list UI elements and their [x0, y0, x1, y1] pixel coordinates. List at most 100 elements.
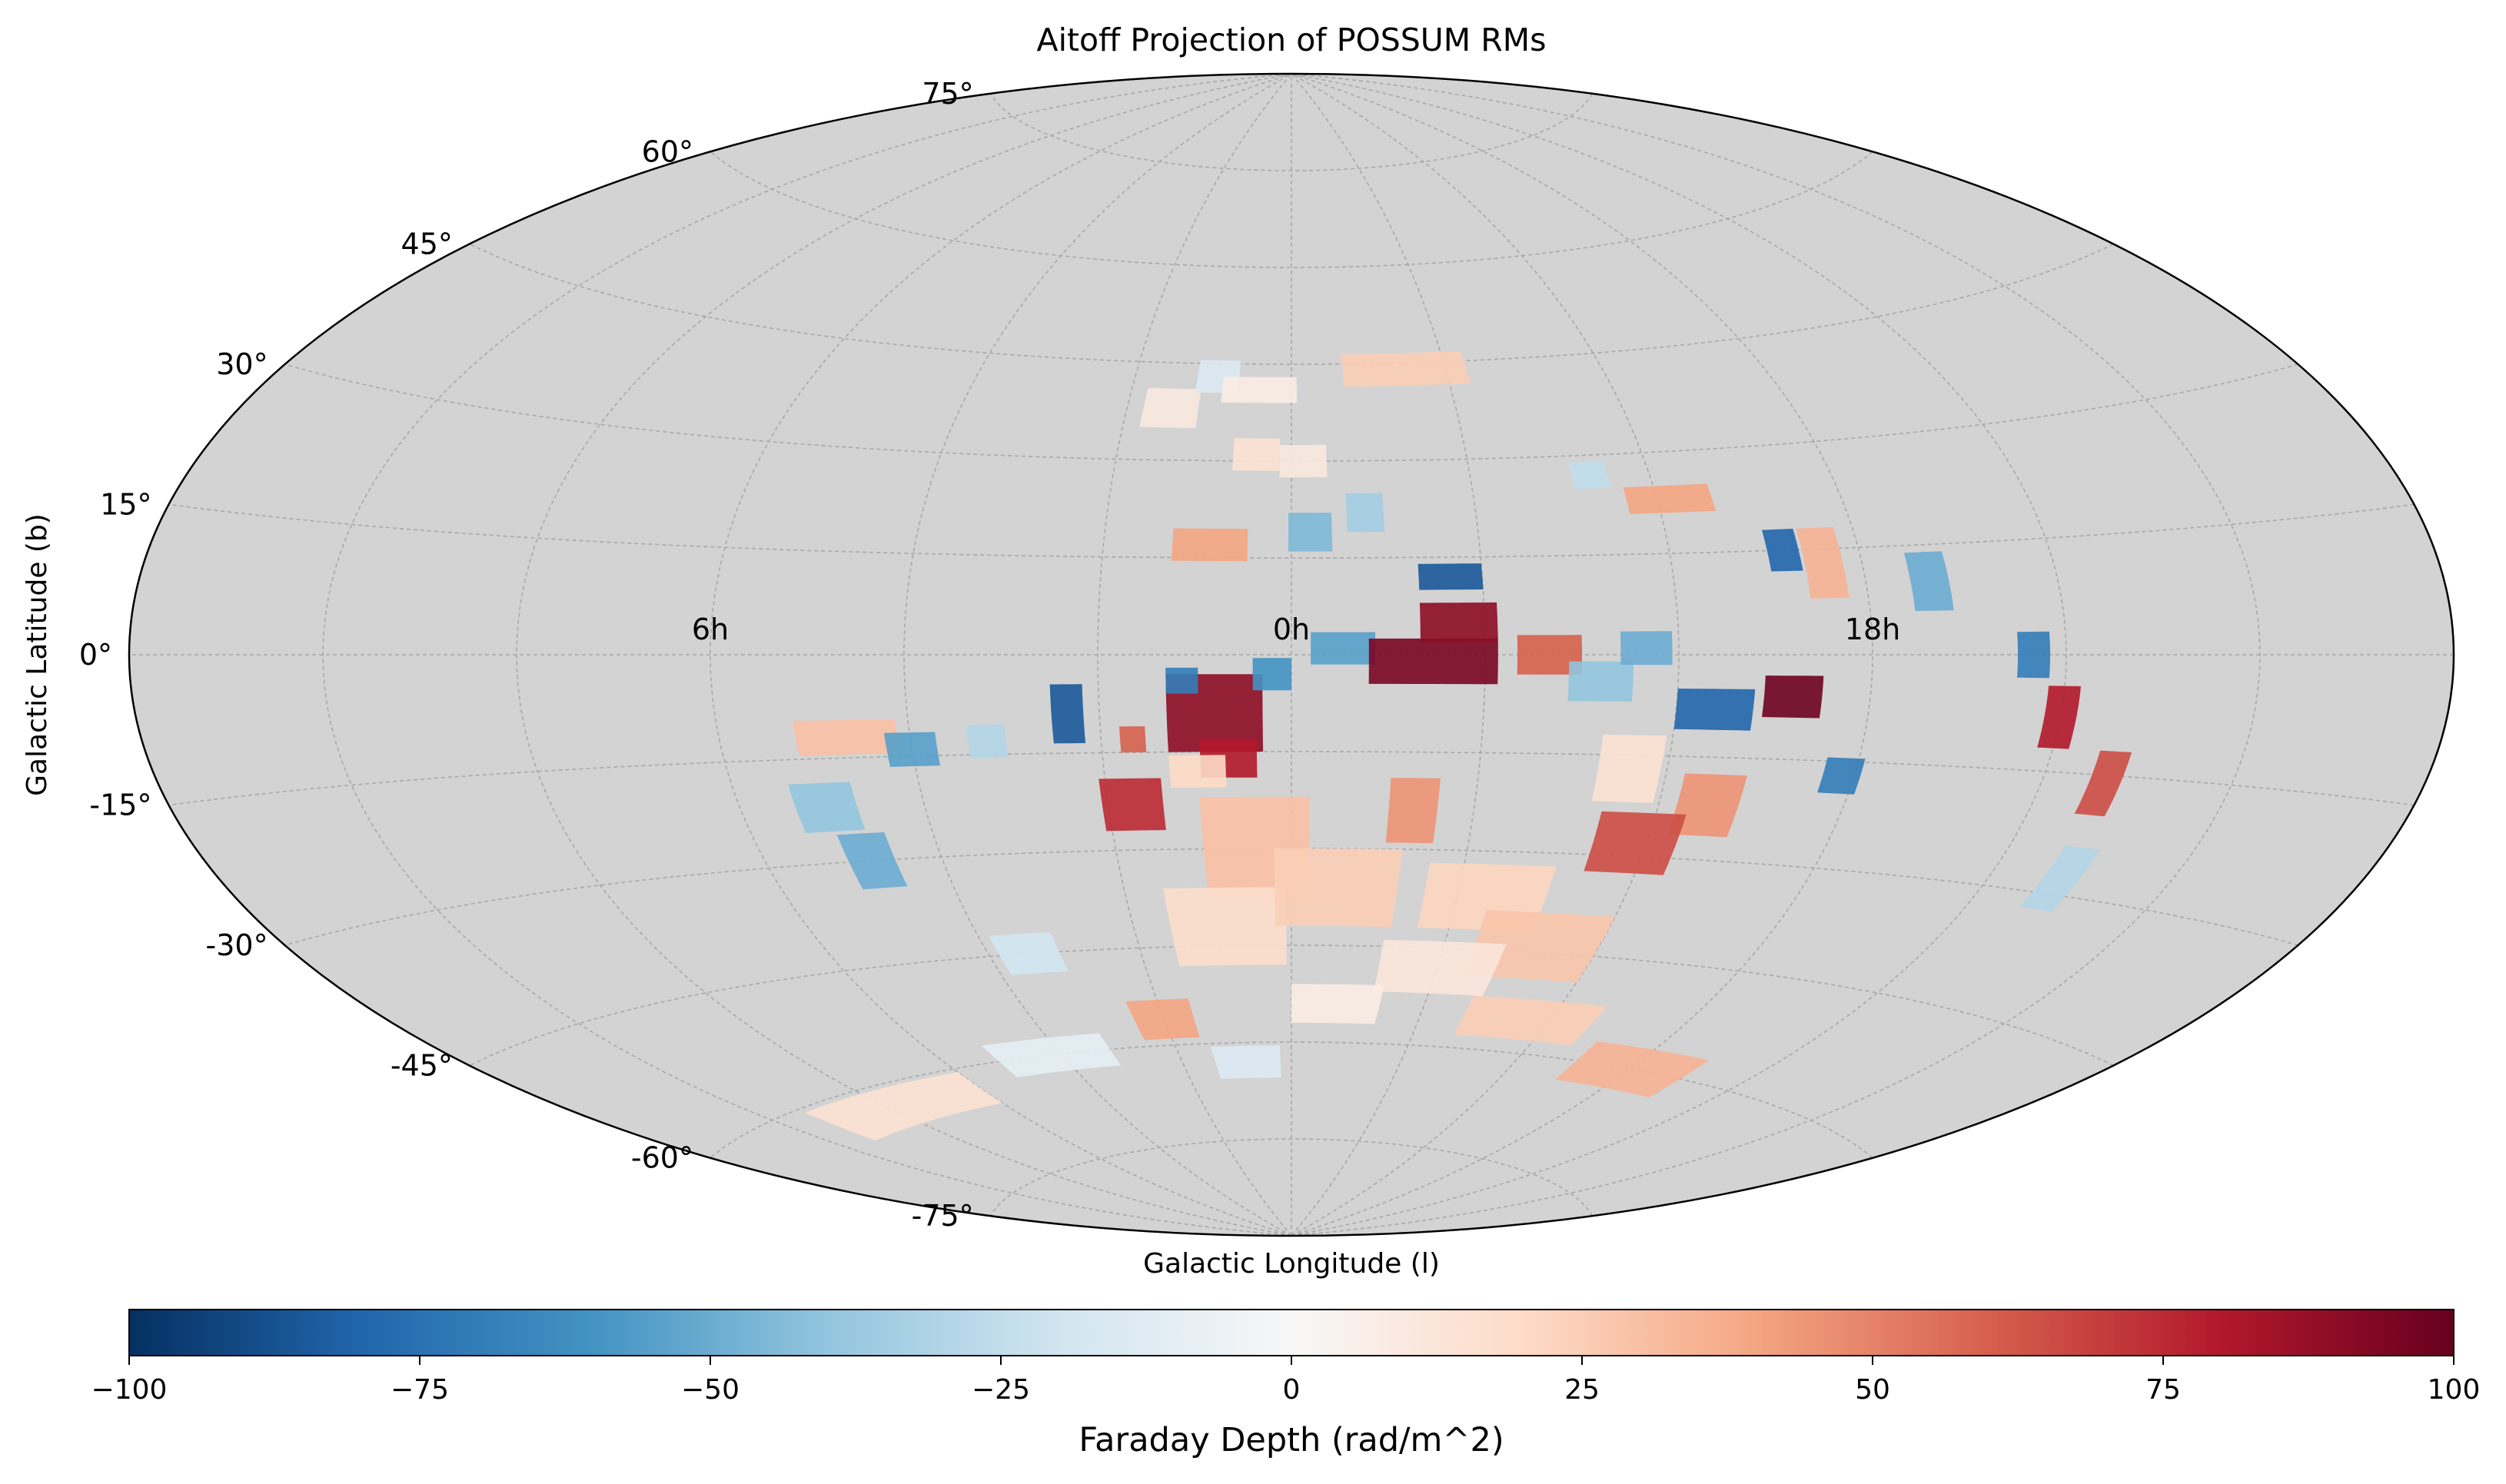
x-axis-label: Galactic Longitude (l) [1143, 1248, 1440, 1280]
latitude-tick-label: 75° [922, 77, 973, 111]
rm-region [1762, 676, 1824, 719]
latitude-tick-label: 0° [79, 638, 112, 672]
graticule-meridian [1291, 74, 2067, 1236]
latitude-tick-label: -45° [391, 1049, 453, 1083]
rm-region [1454, 995, 1607, 1046]
longitude-tick-label: 6h [692, 613, 729, 646]
graticule-meridian [322, 74, 1292, 1236]
rm-region [1171, 528, 1248, 562]
rm-region [1761, 529, 1803, 572]
rm-region [1098, 778, 1166, 832]
rm-region [2017, 631, 2050, 679]
rm-region [1796, 526, 1850, 599]
latitude-tick-label: 15° [100, 487, 151, 521]
rm-region [1517, 635, 1582, 675]
rm-region [804, 1072, 1003, 1140]
rm-region [2037, 686, 2081, 749]
rm-region [793, 719, 900, 756]
graticule-parallel [284, 364, 2298, 462]
graticule-meridian [516, 74, 1292, 1236]
rm-region [1374, 939, 1507, 997]
rm-region [1554, 1041, 1710, 1097]
longitude-tick-label: 18h [1845, 613, 1900, 646]
latitude-tick-labels: 75° 60° 45° 30° 15° 0° -15° -30° -45° -60° -75° [79, 77, 974, 1233]
rm-region [1125, 998, 1200, 1041]
graticule-parallel [168, 503, 2415, 559]
rm-region [1210, 1045, 1281, 1079]
rm-region [989, 931, 1069, 976]
rm-region [1385, 778, 1441, 844]
rm-region [788, 782, 866, 833]
colorbar-tick-label: 25 [1564, 1374, 1600, 1406]
rm-region [1345, 493, 1385, 533]
colorbar-tick-label: −50 [681, 1374, 740, 1406]
rm-region [1341, 350, 1471, 387]
rm-region [1168, 755, 1227, 788]
rm-region [1464, 910, 1615, 983]
graticule-meridian [1291, 74, 1680, 1236]
rm-region [1817, 757, 1866, 795]
graticule [129, 74, 2454, 1236]
rm-region [1567, 461, 1611, 490]
rm-region [1139, 387, 1201, 428]
rm-region [981, 1033, 1122, 1077]
rm-region [1221, 377, 1298, 403]
chart-title: Aitoff Projection of POSSUM RMs [1037, 22, 1547, 58]
rm-region [1623, 483, 1717, 514]
rm-region [1673, 689, 1756, 731]
colorbar-tick-label: 75 [2145, 1374, 2181, 1406]
colorbar-tick-label: 50 [1855, 1374, 1890, 1406]
rm-region [1368, 638, 1498, 685]
rm-region [2019, 845, 2101, 912]
rm-region [836, 832, 908, 890]
latitude-tick-label: -15° [89, 788, 151, 822]
rm-region [1291, 984, 1384, 1024]
colorbar-tick-label: −25 [972, 1374, 1030, 1406]
rm-region [884, 732, 941, 767]
colorbar-tick-label: 100 [2428, 1374, 2481, 1406]
plot-border [128, 72, 2455, 1237]
graticule-parallel [710, 1041, 1873, 1159]
latitude-tick-label: -75° [912, 1199, 974, 1233]
colorbar-label: Faraday Depth (rad/m^2) [1079, 1421, 1504, 1459]
rm-region [1311, 632, 1376, 665]
graticule-meridian [1291, 74, 2261, 1236]
rm-region [1567, 661, 1634, 702]
colorbar-ticks: −100 −75 −50 −25 0 25 50 75 100 [91, 1356, 2481, 1406]
colorbar-tick-label: 0 [1283, 1374, 1301, 1406]
rm-region [1591, 734, 1667, 803]
graticule-meridian [903, 74, 1292, 1236]
rm-region [1232, 438, 1281, 471]
rm-region [1667, 773, 1747, 838]
latitude-tick-label: -60° [631, 1141, 693, 1175]
rm-region [1620, 631, 1673, 666]
latitude-tick-label: 60° [642, 134, 693, 168]
colorbar-tick-label: −75 [391, 1374, 449, 1406]
rm-region [1903, 551, 1954, 612]
rm-region [966, 724, 1009, 759]
colorbar-gradient [128, 1309, 2454, 1356]
colorbar-tick-label: −100 [91, 1374, 168, 1406]
longitude-tick-labels: 6h 0h 18h [692, 613, 1900, 646]
rm-region [1165, 667, 1198, 694]
graticule-meridian [1097, 74, 1292, 1236]
rm-region [1274, 848, 1403, 928]
rm-region [1279, 444, 1328, 477]
latitude-tick-label: -30° [206, 928, 268, 962]
rm-regions [788, 350, 2132, 1140]
rm-region [1418, 563, 1484, 590]
rm-region [1119, 726, 1147, 753]
rm-region [1163, 887, 1287, 967]
rm-region [2074, 750, 2132, 817]
rm-region [1584, 811, 1687, 875]
longitude-tick-label: 0h [1273, 613, 1310, 646]
rm-region [1419, 602, 1498, 642]
y-axis-label: Galactic Latitude (b) [22, 513, 53, 796]
latitude-tick-label: 30° [216, 347, 268, 381]
rm-region [1288, 513, 1333, 552]
rm-region [1049, 684, 1086, 744]
colorbar: −100 −75 −50 −25 0 25 50 75 100 Faraday Depth (r… [91, 1309, 2481, 1459]
latitude-tick-label: 45° [401, 227, 453, 261]
rm-region [1252, 658, 1291, 691]
